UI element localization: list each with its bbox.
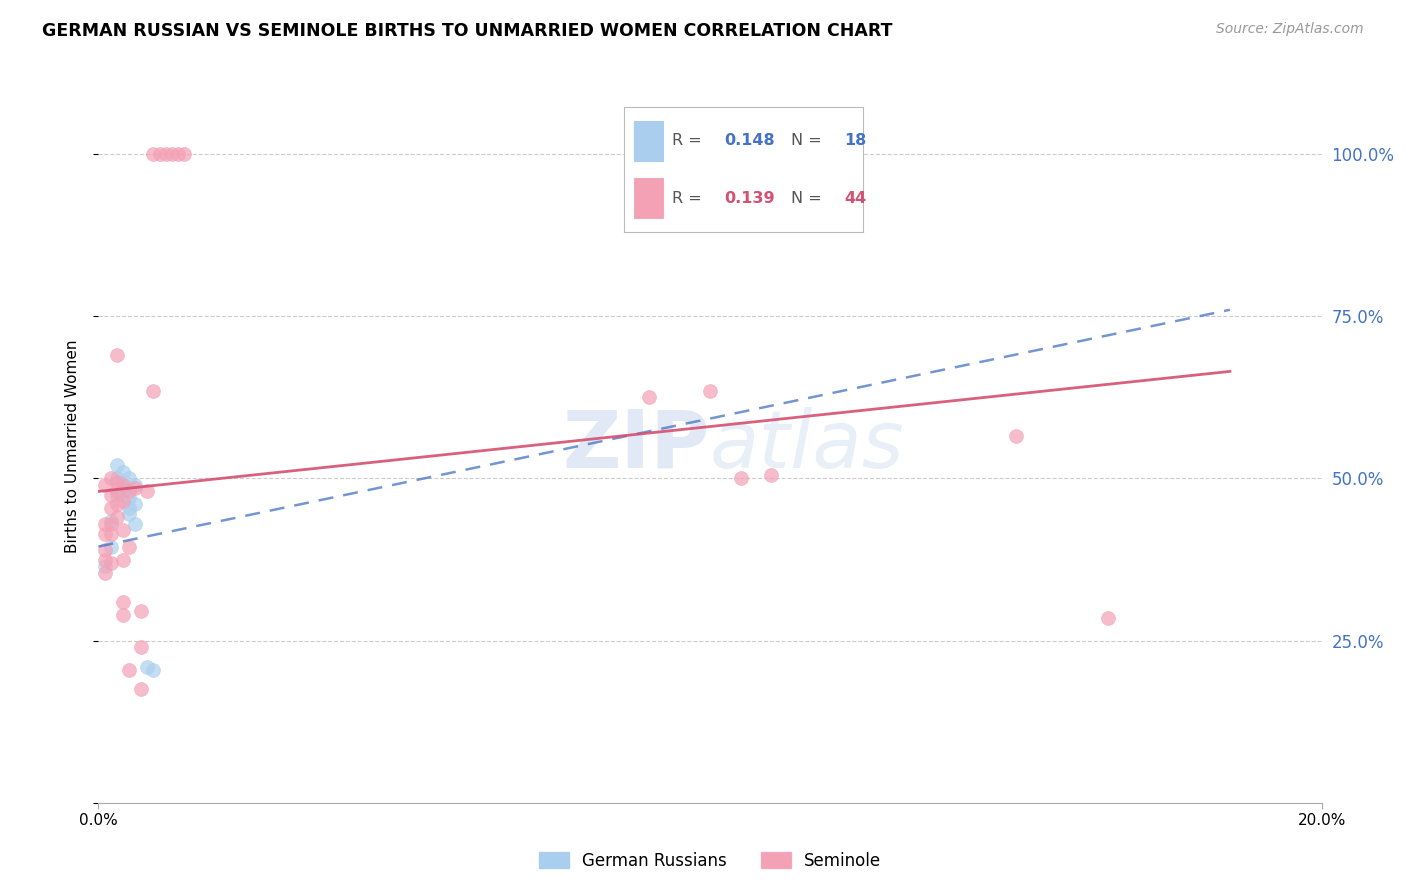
Point — [118, 491, 141, 505]
Text: ZIP: ZIP — [562, 407, 710, 485]
Point — [118, 663, 141, 677]
Point — [118, 471, 141, 485]
Point — [124, 478, 146, 492]
Point — [105, 471, 128, 485]
Point — [93, 542, 115, 557]
Point — [167, 147, 190, 161]
Point — [105, 348, 128, 362]
Point — [93, 478, 115, 492]
Point — [142, 147, 165, 161]
Point — [124, 481, 146, 495]
Point — [173, 147, 195, 161]
Point — [105, 497, 128, 511]
Point — [100, 526, 122, 541]
Point — [155, 147, 177, 161]
Point — [100, 514, 122, 528]
Point — [129, 604, 152, 618]
Point — [105, 475, 128, 489]
Point — [93, 552, 115, 566]
Point — [105, 458, 128, 473]
Point — [93, 566, 115, 580]
Point — [637, 390, 661, 404]
Point — [129, 640, 152, 654]
Text: Source: ZipAtlas.com: Source: ZipAtlas.com — [1216, 22, 1364, 37]
Point — [111, 484, 134, 499]
Text: GERMAN RUSSIAN VS SEMINOLE BIRTHS TO UNMARRIED WOMEN CORRELATION CHART: GERMAN RUSSIAN VS SEMINOLE BIRTHS TO UNM… — [42, 22, 893, 40]
Point — [105, 488, 128, 502]
Point — [105, 484, 128, 499]
Point — [111, 524, 134, 538]
Point — [111, 494, 134, 508]
Point — [111, 478, 134, 492]
Point — [136, 484, 159, 499]
Point — [100, 556, 122, 570]
Point — [111, 478, 134, 492]
Legend: German Russians, Seminole: German Russians, Seminole — [533, 846, 887, 877]
Point — [111, 607, 134, 622]
Point — [118, 540, 141, 554]
Point — [136, 659, 159, 673]
Point — [111, 552, 134, 566]
Point — [100, 516, 122, 531]
Point — [149, 147, 172, 161]
Point — [100, 500, 122, 515]
Point — [129, 682, 152, 697]
Point — [124, 497, 146, 511]
Point — [111, 465, 134, 479]
Point — [93, 559, 115, 574]
Point — [118, 484, 141, 499]
Point — [142, 384, 165, 398]
Point — [730, 471, 752, 485]
Point — [100, 488, 122, 502]
Point — [142, 663, 165, 677]
Point — [1097, 611, 1119, 625]
Point — [105, 510, 128, 524]
Point — [93, 526, 115, 541]
Point — [1004, 429, 1026, 443]
Point — [759, 468, 782, 483]
Point — [100, 471, 122, 485]
Point — [118, 507, 141, 521]
Point — [699, 384, 721, 398]
Text: atlas: atlas — [710, 407, 905, 485]
Point — [124, 516, 146, 531]
Y-axis label: Births to Unmarried Women: Births to Unmarried Women — [65, 339, 80, 553]
Point — [100, 540, 122, 554]
Point — [93, 516, 115, 531]
Point — [111, 595, 134, 609]
Point — [160, 147, 183, 161]
Point — [118, 500, 141, 515]
